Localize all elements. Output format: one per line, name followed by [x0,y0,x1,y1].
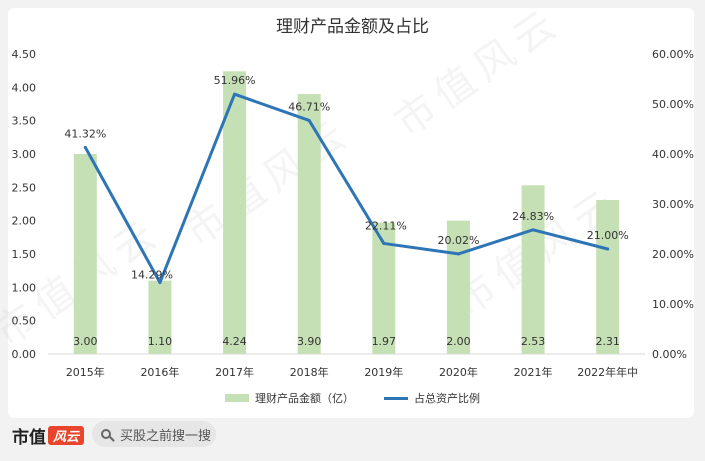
bar-value-label: 1.10 [148,335,173,348]
line-value-label: 24.83% [512,210,554,223]
site-logo[interactable]: 市值 风云 [12,423,85,448]
bar [372,222,396,354]
y-left-tick-label: 4.50 [12,48,37,61]
x-tick-label: 2019年 [364,365,403,379]
legend-swatch-line [384,396,408,400]
line-point [158,281,162,285]
x-tick-label: 2020年 [439,365,478,379]
legend-label-bar: 理财产品金额（亿） [255,392,354,405]
line-point [606,247,610,251]
bar-value-label: 4.24 [222,335,247,348]
x-tick-label: 2018年 [290,365,329,379]
y-left-tick-label: 4.00 [12,81,37,94]
logo-text: 市值 [12,428,46,448]
line-point [233,92,237,96]
x-tick-label: 2017年 [215,365,254,379]
y-left-tick-label: 0.50 [12,315,37,328]
line-value-label: 22.11% [365,219,407,232]
y-right-tick-label: 50.00% [652,98,694,111]
y-left-tick-label: 1.00 [12,281,37,294]
y-right-tick-label: 30.00% [652,198,694,211]
search-icon [101,429,111,439]
y-right-tick-label: 10.00% [652,298,694,311]
bar [596,200,620,354]
footer-bar: 市值 风云 买股之前搜一搜 [0,421,705,461]
line-point [83,145,87,149]
legend-item-bar: 理财产品金额（亿） [225,390,354,406]
bar [148,280,172,354]
bar-value-label: 2.31 [595,335,620,348]
y-left-tick-label: 2.50 [12,181,37,194]
series-line [83,92,610,285]
bar [521,185,545,354]
chart-title: 理财产品金额及占比 [276,17,429,37]
bar [223,71,247,354]
legend-item-line: 占总资产比例 [384,390,480,406]
bar-value-label: 3.90 [297,335,322,348]
search-placeholder: 买股之前搜一搜 [120,428,212,444]
y-left-tick-label: 2.00 [12,215,37,228]
bar [73,154,97,354]
line-value-label: 21.00% [587,229,629,242]
x-tick-label: 2022年年中 [577,365,638,379]
x-tick-label: 2016年 [140,365,179,379]
legend-label-line: 占总资产比例 [414,392,480,405]
chart-legend: 理财产品金额（亿） 占总资产比例 [0,390,705,406]
line-point [382,241,386,245]
y-left-tick-label: 3.50 [12,115,37,128]
search-box[interactable]: 买股之前搜一搜 [92,421,216,447]
bar-value-label: 2.53 [521,335,546,348]
line-value-label: 46.71% [288,100,330,113]
line-value-label: 14.29% [131,269,173,282]
line-value-label: 20.02% [437,234,479,247]
y-right-tick-label: 20.00% [652,248,694,261]
legend-swatch-bar [225,394,249,402]
y-right-tick-label: 0.00% [652,348,687,361]
line-value-label: 51.96% [214,74,256,87]
bar-value-label: 3.00 [73,335,98,348]
line-point [307,118,311,122]
bar [297,94,321,354]
y-right-tick-label: 40.00% [652,148,694,161]
y-left-tick-label: 1.50 [12,248,37,261]
bar-value-label: 1.97 [372,335,397,348]
bar-value-label: 2.00 [446,335,471,348]
x-tick-label: 2021年 [514,365,553,379]
x-tick-label: 2015年 [66,365,105,379]
line-point [531,228,535,232]
combo-chart: 0.00 0.50 1.00 1.50 2.00 2.50 3.00 3.50 4.00 4.50… [12,48,694,379]
logo-badge: 风云 [48,426,85,445]
y-left-tick-label: 0.00 [12,348,37,361]
line-point [456,252,460,256]
line-value-label: 41.32% [64,127,106,140]
y-right-tick-label: 60.00% [652,48,694,61]
y-left-tick-label: 3.00 [12,148,37,161]
